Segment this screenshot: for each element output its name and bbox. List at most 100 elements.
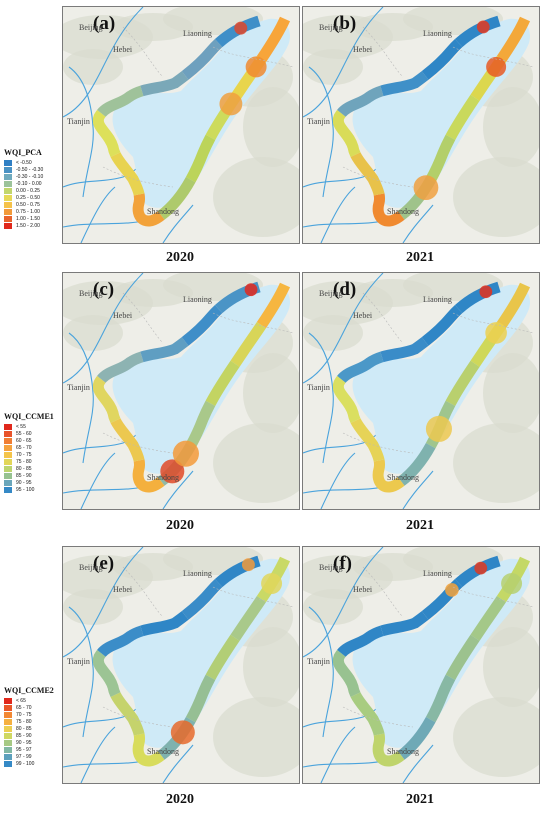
hotspot-marker: [413, 175, 439, 201]
place-label-liaoning: Liaoning: [423, 569, 452, 578]
panel-label: (d): [333, 279, 357, 300]
river-line: [80, 186, 116, 243]
coast-water-quality-segment: [332, 15, 531, 227]
legend-item: 1.00 - 1.50: [4, 215, 66, 222]
panel-label: (b): [333, 13, 357, 34]
river-line: [68, 66, 94, 198]
hotspot-marker: [501, 573, 523, 595]
legend-swatch: [4, 444, 12, 451]
legend-swatch: [4, 166, 12, 173]
legend-label: < -0.50: [16, 159, 32, 166]
legend-swatch: [4, 486, 12, 493]
place-label-beijing: Beijing: [319, 23, 343, 32]
legend-label: 0.00 - 0.25: [16, 187, 40, 194]
legend-wqi-ccme2: WQI_CCME2 < 65 65 - 70 70 - 75 75 - 80 80 - …: [4, 686, 66, 767]
panel-label: (a): [93, 13, 116, 34]
map-svg: [63, 273, 299, 509]
coast-water-quality-segment: [92, 555, 291, 767]
hotspot-marker: [445, 583, 459, 597]
place-label-hebei: Hebei: [353, 45, 373, 54]
boundary-line: [102, 26, 294, 188]
river-line: [303, 547, 384, 658]
map-panel-c: (c) Beijing Hebei Liaoning Tianjin Shandong: [62, 272, 300, 510]
legend-swatch: [4, 732, 12, 739]
place-label-liaoning: Liaoning: [423, 295, 452, 304]
bohai-sea: [352, 18, 531, 208]
legend-label: 70 - 75: [16, 451, 32, 458]
hotspot-marker: [172, 440, 199, 467]
legend-swatch: [4, 746, 12, 753]
place-label-tianjin: Tianjin: [67, 383, 90, 392]
coast-water-quality-segment: [92, 281, 291, 493]
year-caption-a: 2020: [166, 250, 194, 265]
place-label-hebei: Hebei: [113, 311, 133, 320]
legend-label: 55 - 60: [16, 430, 32, 437]
hotspot-marker: [261, 573, 283, 595]
legend-swatch: [4, 725, 12, 732]
river-line: [402, 204, 434, 243]
legend-swatch: [4, 697, 12, 704]
legend-item: -0.10 - 0.00: [4, 180, 66, 187]
legend-item: -0.50 - -0.30: [4, 166, 66, 173]
river-line: [320, 726, 356, 783]
terrain-relief: [483, 627, 539, 707]
terrain-relief: [453, 697, 539, 777]
river-line: [320, 186, 356, 243]
river-line: [402, 744, 434, 783]
terrain-relief: [213, 697, 299, 777]
place-label-tianjin: Tianjin: [307, 657, 330, 666]
legend-swatch: [4, 159, 12, 166]
legend-item: 90 - 95: [4, 479, 66, 486]
hotspot-marker: [485, 322, 507, 344]
legend-swatch: [4, 704, 12, 711]
river-line: [80, 726, 116, 783]
legend-swatch: [4, 711, 12, 718]
legend-label: 75 - 80: [16, 718, 32, 725]
coast-water-quality-segment: [92, 555, 291, 767]
year-caption-f: 2021: [406, 792, 434, 807]
river-line: [68, 606, 94, 738]
boundary-line: [102, 566, 294, 728]
panel-label: (f): [333, 553, 352, 574]
legend-wqi-pca: WQI_PCA < -0.50 -0.50 - -0.30 -0.30 - -0.1…: [4, 148, 66, 229]
legend-label: 80 - 85: [16, 465, 32, 472]
place-label-liaoning: Liaoning: [183, 569, 212, 578]
map-svg: [303, 7, 539, 243]
terrain-relief: [243, 627, 299, 707]
map-panel-e: (e) Beijing Hebei Liaoning Tianjin Shandong: [62, 546, 300, 784]
terrain-relief: [63, 315, 123, 351]
legend-item: 90 - 95: [4, 739, 66, 746]
coast-water-quality-segment: [92, 15, 291, 227]
panel-label: (e): [93, 553, 115, 574]
legend-item: < 65: [4, 697, 66, 704]
legend-item: 75 - 80: [4, 718, 66, 725]
legend-item: 0.25 - 0.50: [4, 194, 66, 201]
legend-item: 95 - 97: [4, 746, 66, 753]
river-line: [68, 332, 94, 464]
legend-title: WQI_PCA: [4, 148, 42, 157]
legend-swatch: [4, 201, 12, 208]
legend-label: 60 - 65: [16, 437, 32, 444]
legend-swatch: [4, 753, 12, 760]
coast-water-quality-segment: [92, 281, 291, 493]
place-label-liaoning: Liaoning: [423, 29, 452, 38]
place-label-tianjin: Tianjin: [307, 383, 330, 392]
terrain-relief: [303, 49, 363, 85]
legend-label: -0.30 - -0.10: [16, 173, 44, 180]
legend-label: 90 - 95: [16, 739, 32, 746]
river-line: [63, 7, 144, 118]
terrain-relief: [243, 87, 299, 167]
year-caption-e: 2020: [166, 792, 194, 807]
place-label-tianjin: Tianjin: [67, 657, 90, 666]
coast-water-quality-segment: [332, 281, 531, 493]
place-label-shandong: Shandong: [147, 747, 179, 756]
terrain-relief: [243, 353, 299, 433]
map-svg: [63, 7, 299, 243]
terrain-relief: [483, 87, 539, 167]
hotspot-marker: [486, 56, 507, 77]
legend-item: 1.50 - 2.00: [4, 222, 66, 229]
legend-item: 85 - 90: [4, 732, 66, 739]
legend-item: 80 - 85: [4, 465, 66, 472]
bohai-sea: [352, 558, 531, 748]
legend-label: 1.00 - 1.50: [16, 215, 40, 222]
